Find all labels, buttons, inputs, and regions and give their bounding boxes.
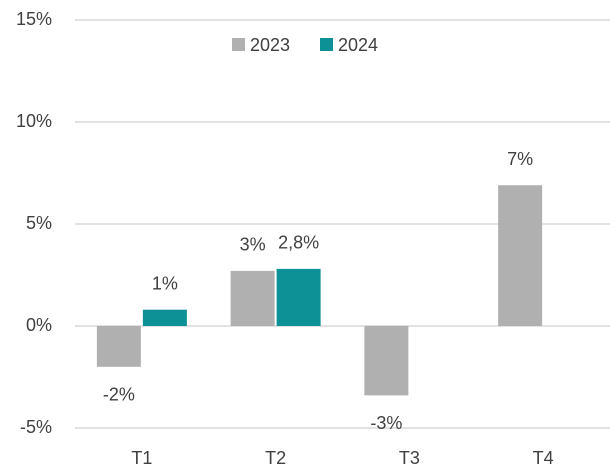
legend-swatch bbox=[232, 38, 245, 51]
data-label: 1% bbox=[152, 273, 178, 293]
data-label: 7% bbox=[507, 149, 533, 169]
bar bbox=[364, 326, 409, 396]
bar bbox=[142, 309, 187, 326]
x-tick-label: T4 bbox=[533, 448, 554, 465]
bar bbox=[498, 185, 543, 326]
bar bbox=[96, 326, 141, 367]
bar bbox=[230, 270, 275, 326]
legend-label: 2024 bbox=[338, 35, 378, 55]
y-tick-label: 5% bbox=[26, 213, 52, 233]
y-tick-label: 0% bbox=[26, 315, 52, 335]
data-label: -3% bbox=[370, 413, 402, 433]
x-tick-label: T1 bbox=[131, 448, 152, 465]
x-tick-label: T2 bbox=[265, 448, 286, 465]
data-label: -2% bbox=[103, 385, 135, 405]
y-tick-label: -5% bbox=[20, 417, 52, 437]
legend-label: 2023 bbox=[250, 35, 290, 55]
data-label: 3% bbox=[240, 235, 266, 255]
legend-swatch bbox=[320, 38, 333, 51]
y-tick-label: 10% bbox=[16, 111, 52, 131]
data-label: 2,8% bbox=[278, 233, 319, 253]
bar bbox=[276, 268, 321, 326]
x-tick-label: T3 bbox=[399, 448, 420, 465]
y-tick-label: 15% bbox=[16, 9, 52, 29]
